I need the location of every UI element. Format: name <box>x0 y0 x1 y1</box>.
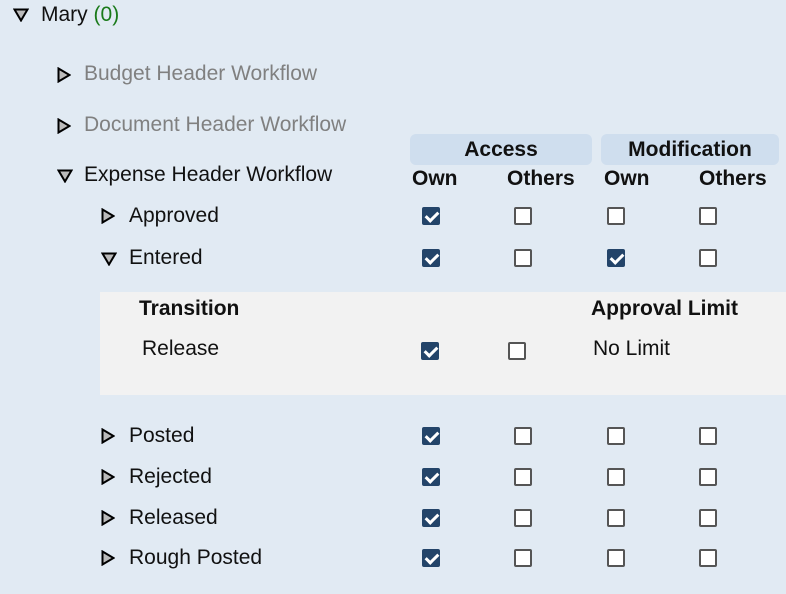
access-others-header: Others <box>507 167 575 190</box>
access-own-checkbox[interactable] <box>422 207 440 225</box>
access-own-checkbox[interactable] <box>422 509 440 527</box>
state-0[interactable]: Approved <box>129 204 219 227</box>
modification-others-checkbox[interactable] <box>699 509 717 527</box>
user-name[interactable]: Mary (0) <box>41 3 119 27</box>
access-others-checkbox[interactable] <box>514 509 532 527</box>
access-others-checkbox[interactable] <box>514 427 532 445</box>
modification-others-checkbox[interactable] <box>699 249 717 267</box>
access-header: Access <box>410 134 592 165</box>
access-own-checkbox[interactable] <box>422 549 440 567</box>
modification-own-checkbox[interactable] <box>607 249 625 267</box>
approval-limit-value: No Limit <box>593 337 671 360</box>
state-4[interactable]: Released <box>129 506 218 529</box>
modification-own-checkbox[interactable] <box>607 549 625 567</box>
transition-own-checkbox[interactable] <box>421 342 439 360</box>
modification-others-checkbox[interactable] <box>699 427 717 445</box>
user-label: Mary <box>41 3 88 26</box>
access-others-checkbox[interactable] <box>514 207 532 225</box>
access-others-checkbox[interactable] <box>514 549 532 567</box>
user-count: (0) <box>93 3 120 26</box>
workflow-0[interactable]: Budget Header Workflow <box>84 62 318 85</box>
modification-others-checkbox[interactable] <box>699 549 717 567</box>
modification-own-checkbox[interactable] <box>607 207 625 225</box>
workflow-2[interactable]: Expense Header Workflow <box>84 163 333 186</box>
state-3[interactable]: Rejected <box>129 465 212 488</box>
modification-header: Modification <box>601 134 779 165</box>
access-own-checkbox[interactable] <box>422 249 440 267</box>
state-5[interactable]: Rough Posted <box>129 546 263 569</box>
state-1[interactable]: Entered <box>129 246 203 269</box>
approval-limit-header: Approval Limit <box>591 297 739 320</box>
access-others-checkbox[interactable] <box>514 468 532 486</box>
modification-others-checkbox[interactable] <box>699 207 717 225</box>
workflow-1[interactable]: Document Header Workflow <box>84 113 347 136</box>
transition-others-checkbox[interactable] <box>508 342 526 360</box>
modification-own-checkbox[interactable] <box>607 468 625 486</box>
transition-panel: Transition Approval Limit Release No Lim… <box>100 292 786 395</box>
state-2[interactable]: Posted <box>129 424 195 447</box>
modification-own-checkbox[interactable] <box>607 509 625 527</box>
access-others-checkbox[interactable] <box>514 249 532 267</box>
access-own-checkbox[interactable] <box>422 468 440 486</box>
modification-own-header: Own <box>604 167 650 190</box>
transition-header: Transition <box>139 297 240 320</box>
modification-others-header: Others <box>699 167 767 190</box>
access-own-header: Own <box>412 167 458 190</box>
access-own-checkbox[interactable] <box>422 427 440 445</box>
modification-others-checkbox[interactable] <box>699 468 717 486</box>
transition-label: Release <box>142 337 220 360</box>
modification-own-checkbox[interactable] <box>607 427 625 445</box>
